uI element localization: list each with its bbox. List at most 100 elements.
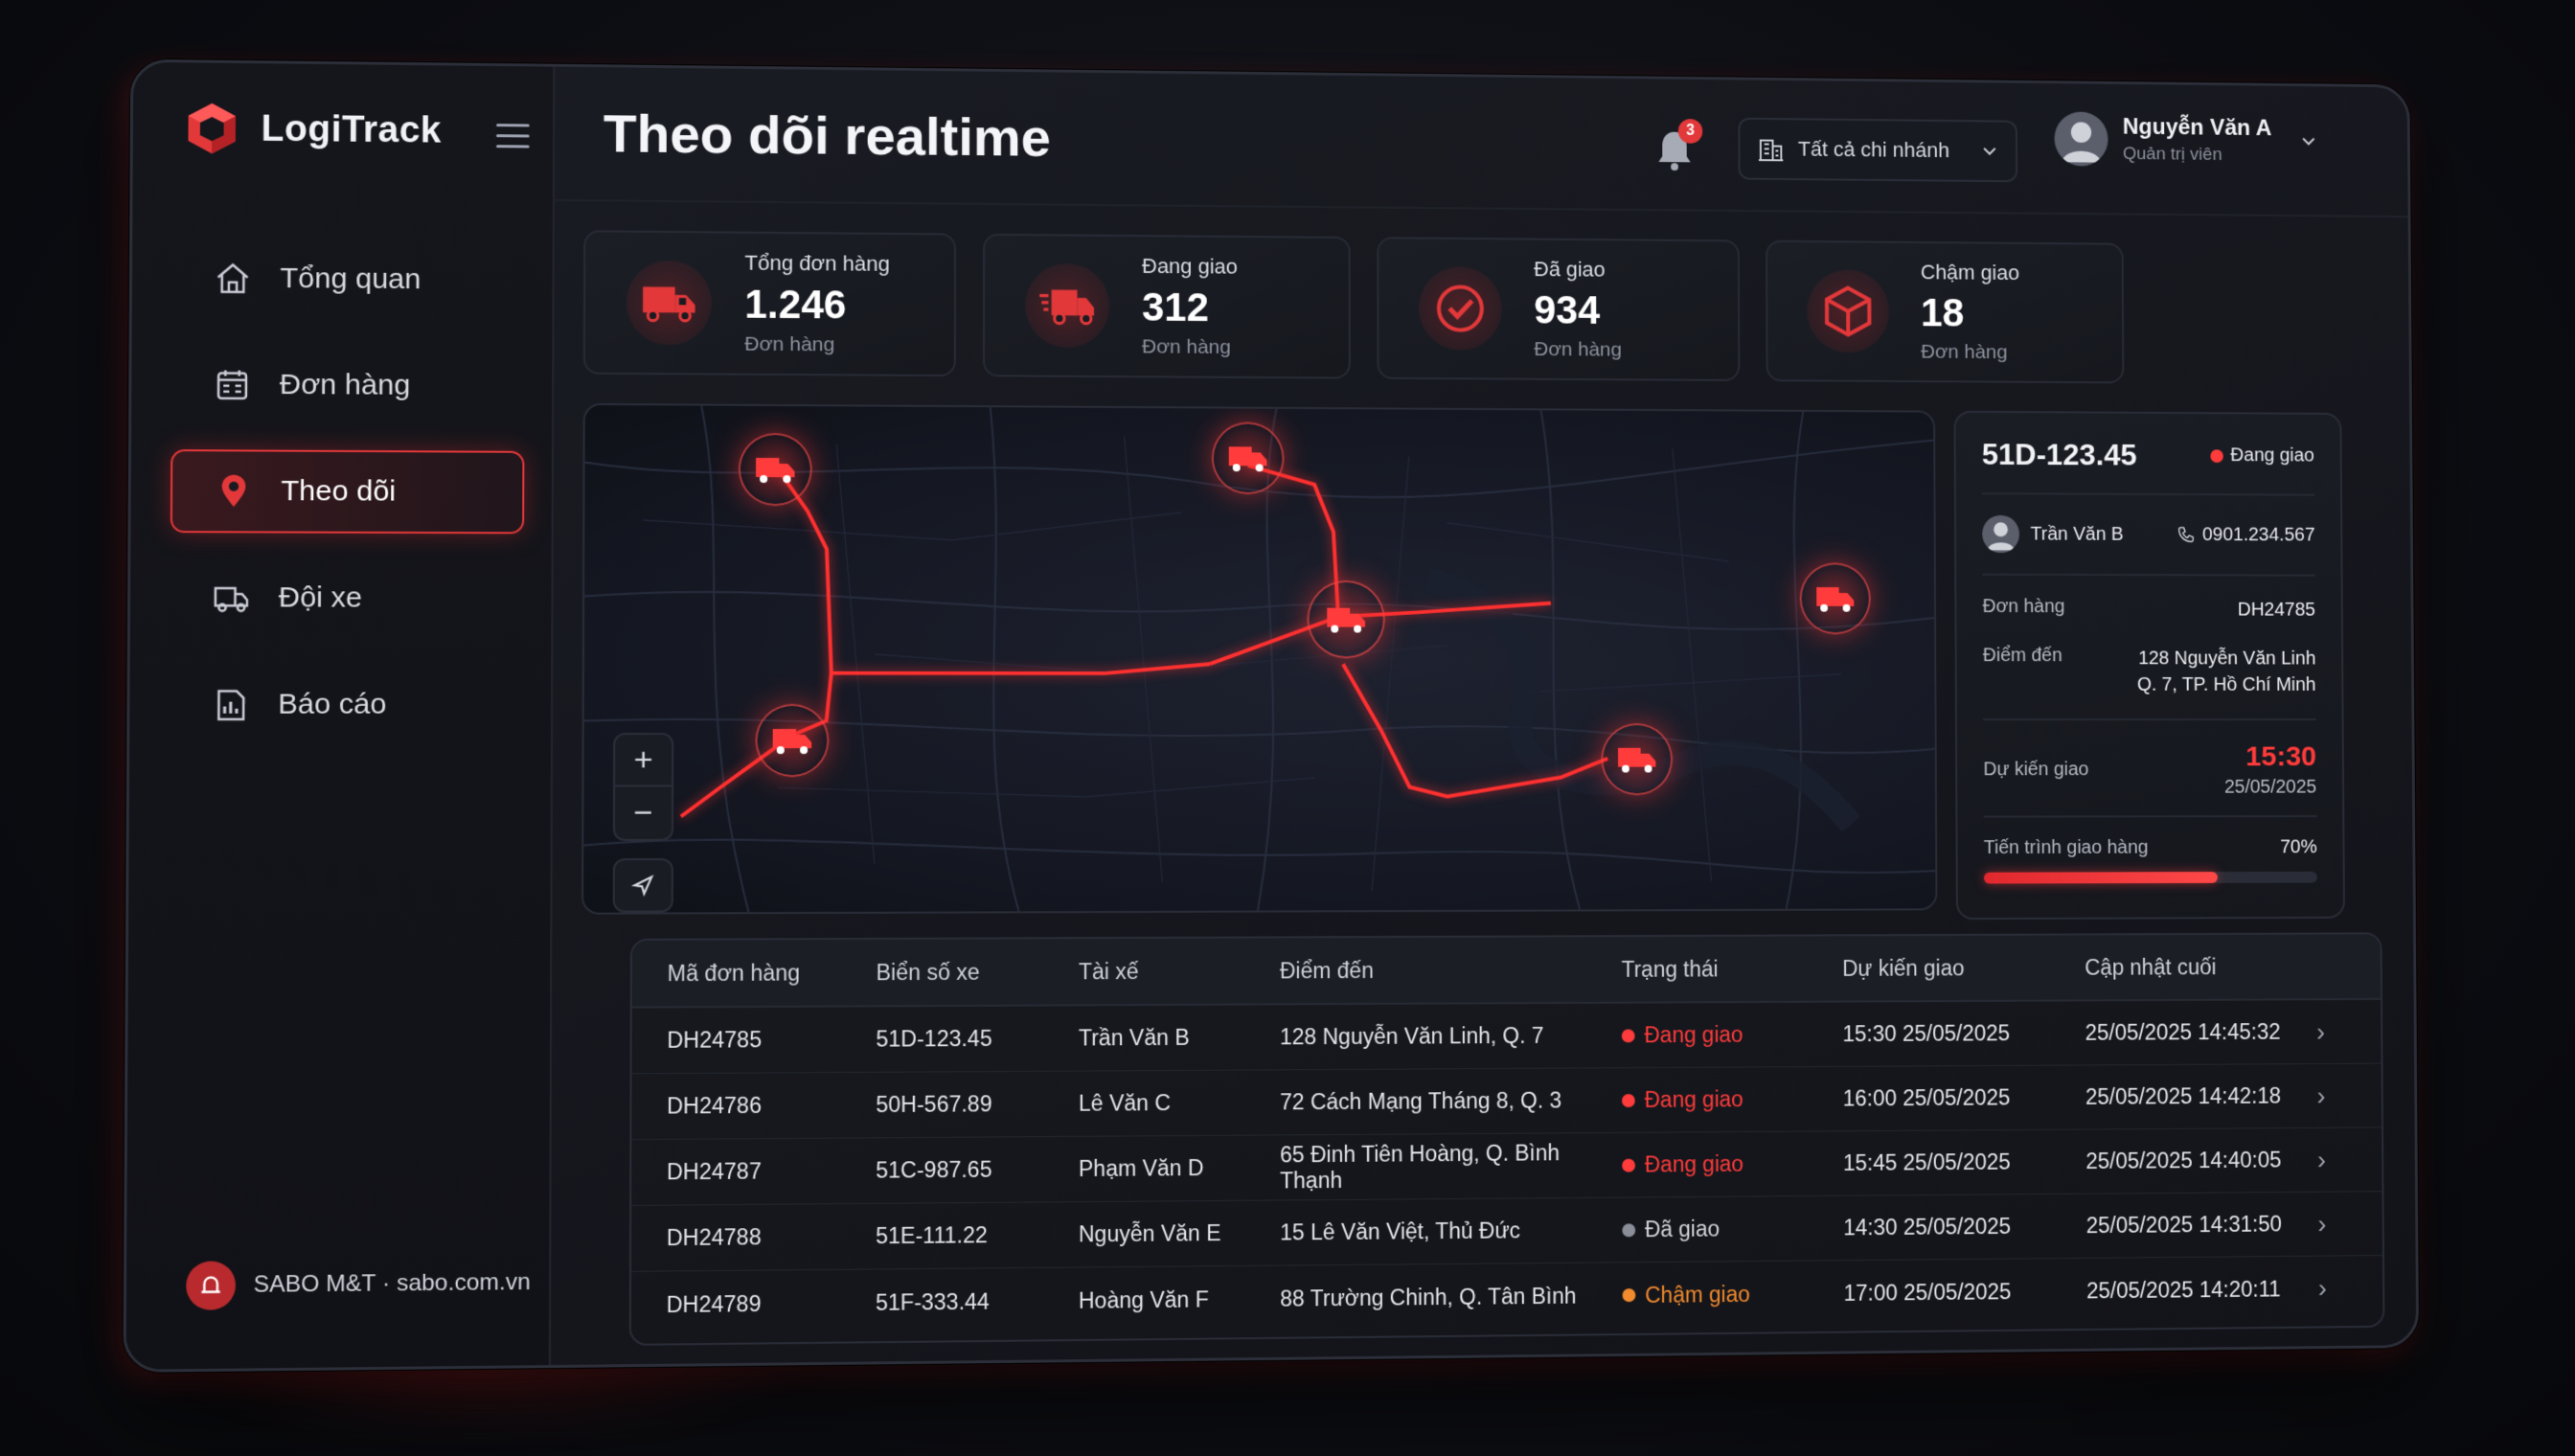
last-updated: 25/05/2025 14:40:05 [2085, 1148, 2317, 1174]
truck-icon [627, 261, 712, 346]
vehicle-marker[interactable] [755, 704, 829, 777]
truck-icon [212, 579, 251, 618]
driver-name: Hoàng Văn F [1079, 1285, 1280, 1313]
page-title: Theo dõi realtime [604, 102, 1051, 169]
vehicle-plate: 51C-987.65 [876, 1156, 1079, 1184]
driver-name: Lê Văn C [1079, 1089, 1280, 1116]
vehicle-marker[interactable] [1212, 421, 1285, 494]
branch-select[interactable]: Tất cả chi nhánh [1738, 118, 2017, 183]
vehicle-marker[interactable] [1601, 723, 1673, 795]
column-header[interactable]: Dự kiến giao [1842, 955, 2085, 982]
sidebar-item-fleet[interactable]: Đội xe [170, 556, 524, 640]
brand-name: LogiTrack [262, 108, 443, 151]
zoom-out-button[interactable]: − [613, 786, 673, 841]
chevron-right-icon[interactable]: › [2318, 1273, 2356, 1304]
sidebar-item-label: Theo dõi [281, 475, 396, 509]
stat-label: Đã giao [1534, 257, 1622, 282]
column-header[interactable]: Cập nhật cuối [2085, 954, 2316, 981]
status-dot [1622, 1223, 1635, 1237]
stat-label: Tổng đơn hàng [744, 251, 890, 277]
status-text: Đang giao [1645, 1151, 1743, 1178]
order-label: Đơn hàng [1983, 596, 2065, 618]
column-header[interactable]: Biển số xe [877, 959, 1079, 986]
home-icon [213, 259, 252, 298]
table-row[interactable]: DH24786 50H-567.89 Lê Văn C 72 Cách Mạng Th… [631, 1064, 2381, 1140]
eta: 17:00 25/05/2025 [1844, 1278, 2087, 1306]
footer-brand[interactable]: SABO M&T · sabo.com.vn [186, 1259, 531, 1310]
column-header[interactable]: Tài xế [1079, 958, 1280, 985]
vehicle-marker-selected[interactable] [1307, 580, 1384, 659]
status-badge: Đang giao [2210, 444, 2314, 466]
eta-label: Dự kiến giao [1983, 759, 2088, 781]
stat-card-total[interactable]: Tổng đơn hàng 1.246 Đơn hàng [583, 230, 956, 376]
hamburger-menu-icon[interactable] [496, 124, 530, 148]
last-updated: 25/05/2025 14:20:11 [2086, 1276, 2318, 1304]
stat-card-delivered[interactable]: Đã giao 934 Đơn hàng [1377, 237, 1740, 381]
vehicle-detail-panel: 51D-123.45 Đang giao Trần Văn B 0901.234… [1953, 411, 2345, 920]
status-dot [1622, 1094, 1635, 1107]
table-header: Mã đơn hàng Biển số xe Tài xế Điểm đến T… [632, 934, 2381, 1008]
eta-time: 15:30 [2224, 741, 2317, 773]
vehicle-marker[interactable] [739, 433, 812, 506]
vehicle-plate: 51D-123.45 [876, 1025, 1079, 1052]
last-updated: 25/05/2025 14:42:18 [2085, 1083, 2317, 1110]
top-header: Theo dõi realtime 3 Tất cả chi nhánh Ngu… [555, 67, 2408, 217]
sidebar-item-overview[interactable]: Tổng quan [171, 237, 525, 322]
column-header[interactable]: Điểm đến [1280, 957, 1622, 984]
driver-phone[interactable]: 0901.234.567 [2176, 524, 2315, 546]
chevron-right-icon[interactable]: › [2317, 1209, 2355, 1240]
driver-name: Nguyễn Văn E [1079, 1220, 1280, 1248]
chevron-right-icon[interactable]: › [2316, 1016, 2354, 1047]
stat-value: 18 [1921, 290, 2019, 336]
app-window: LogiTrack Tổng quan Đơn hàng Theo dõi [123, 59, 2419, 1373]
notification-badge: 3 [1678, 119, 1703, 144]
user-menu[interactable]: Nguyễn Văn A Quản trị viên [2054, 111, 2317, 168]
destination-label: Điểm đến [1983, 645, 2062, 667]
locate-button[interactable] [613, 858, 673, 913]
notification-bell-icon[interactable]: 3 [1653, 126, 1695, 174]
sidebar-item-tracking[interactable]: Theo dõi [171, 449, 525, 534]
sidebar-item-label: Báo cáo [278, 688, 386, 720]
table-body: DH24785 51D-123.45 Trần Văn B 128 Nguyễn Vă… [631, 1000, 2383, 1338]
vehicle-plate: 51E-111.22 [876, 1221, 1079, 1249]
cube-logo-icon [182, 100, 241, 158]
vehicle-marker[interactable] [1800, 562, 1871, 634]
destination: 72 Cách Mạng Tháng 8, Q. 3 [1280, 1087, 1622, 1115]
user-role: Quản trị viên [2123, 144, 2272, 166]
brand[interactable]: LogiTrack [182, 100, 442, 160]
column-header[interactable]: Mã đơn hàng [667, 960, 876, 987]
chevron-down-icon [2299, 132, 2317, 151]
destination: 65 Đinh Tiên Hoàng, Q. Bình Thạnh [1280, 1139, 1622, 1194]
zoom-in-button[interactable]: + [613, 733, 673, 786]
driver-avatar [1982, 515, 2019, 553]
tracking-map[interactable]: + − [581, 403, 1937, 915]
stat-unit: Đơn hàng [744, 333, 890, 357]
vehicle-plate: 51D-123.45 [1982, 437, 2137, 472]
stat-unit: Đơn hàng [1534, 338, 1622, 361]
order-id: DH24788 [667, 1223, 876, 1251]
stat-card-late[interactable]: Chậm giao 18 Đơn hàng [1766, 240, 2124, 384]
stat-value: 312 [1142, 284, 1238, 330]
driver-name: Trần Văn B [1079, 1024, 1280, 1051]
table-row[interactable]: DH24785 51D-123.45 Trần Văn B 128 Nguyễn Vă… [632, 1000, 2381, 1074]
status-dot [1623, 1288, 1636, 1302]
chevron-right-icon[interactable]: › [2317, 1145, 2355, 1175]
chevron-right-icon[interactable]: › [2316, 1081, 2354, 1111]
column-header[interactable]: Trạng thái [1622, 956, 1843, 983]
branch-select-value: Tất cả chi nhánh [1798, 137, 1949, 163]
status-dot [1622, 1158, 1635, 1172]
driver-name: Phạm Văn D [1079, 1154, 1280, 1182]
order-id: DH24785 [667, 1026, 876, 1053]
sidebar-item-orders[interactable]: Đơn hàng [171, 343, 524, 428]
orders-table: Mã đơn hàng Biển số xe Tài xế Điểm đến T… [629, 932, 2385, 1346]
sidebar-item-reports[interactable]: Báo cáo [170, 663, 524, 746]
vehicle-plate: 50H-567.89 [876, 1091, 1079, 1119]
status-text: Đang giao [1645, 1087, 1743, 1113]
sidebar: LogiTrack Tổng quan Đơn hàng Theo dõi [126, 62, 556, 1370]
status-badge: Chậm giao [1623, 1280, 1844, 1308]
stat-card-delivering[interactable]: Đang giao 312 Đơn hàng [983, 234, 1351, 379]
driver-phone-number: 0901.234.567 [2202, 524, 2315, 546]
chevron-down-icon [1980, 142, 1998, 161]
building-icon [1757, 135, 1785, 164]
status-text: Chậm giao [1645, 1282, 1750, 1308]
